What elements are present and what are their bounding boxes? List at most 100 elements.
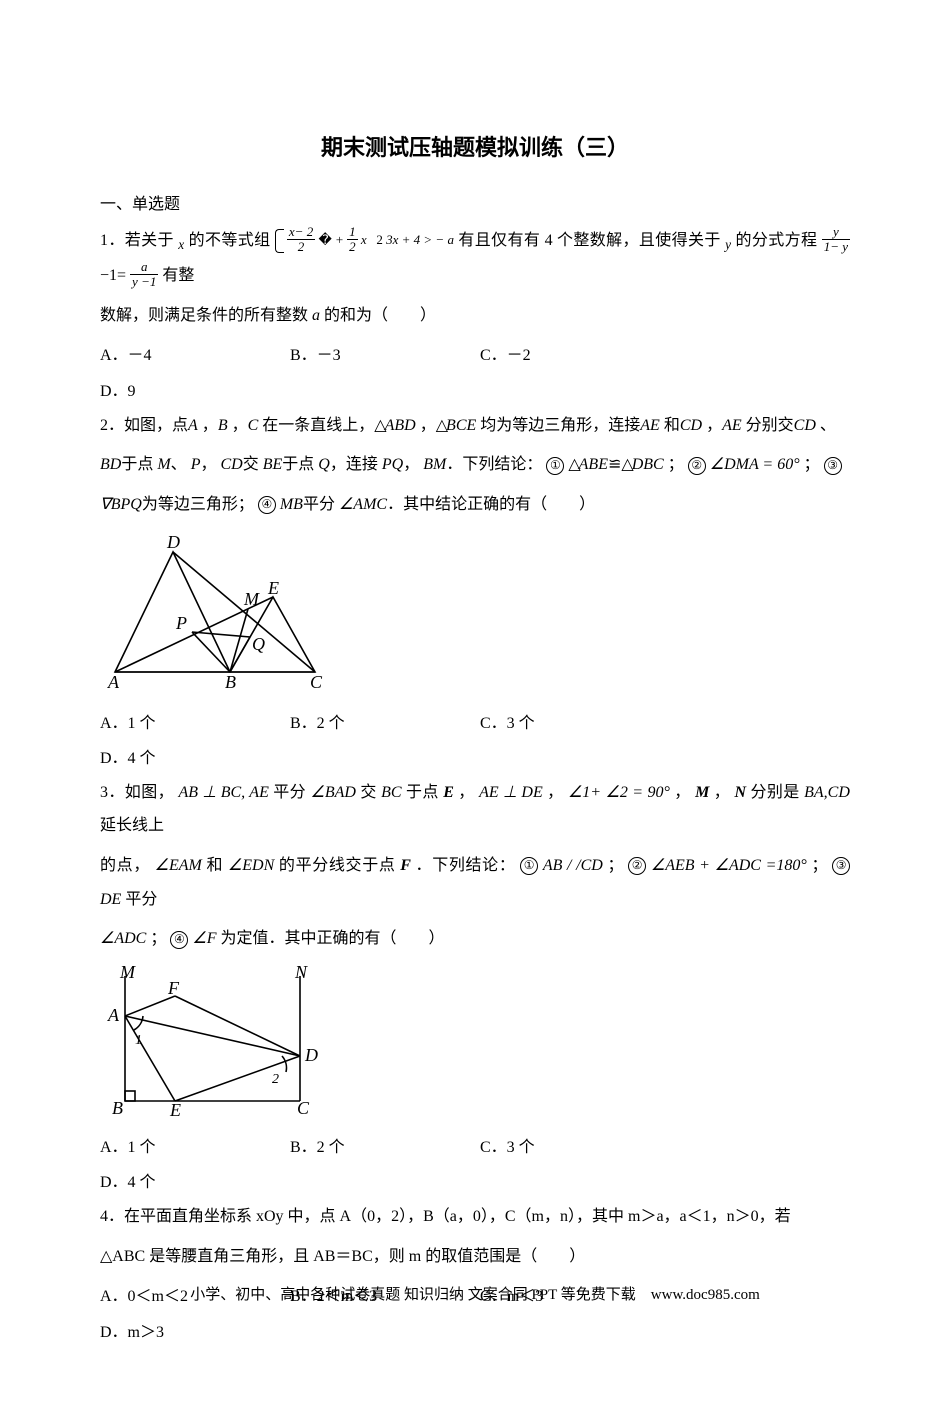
- t: 平分: [273, 784, 306, 801]
- t: 的点，: [100, 857, 150, 874]
- circled-3: ③: [824, 457, 842, 475]
- t: F: [400, 857, 411, 874]
- t: ∠ADC: [100, 930, 146, 947]
- t: 2．如图，点: [100, 417, 188, 434]
- circled-1: ①: [546, 457, 564, 475]
- q3-options: A．1 个 B．2 个 C．3 个 D．4 个: [100, 1130, 850, 1200]
- circled-2: ②: [688, 457, 706, 475]
- q1-var-x: x: [178, 237, 184, 252]
- frac-num: a: [130, 260, 158, 275]
- t: ∇BPQ: [100, 496, 142, 513]
- svg-text:1: 1: [135, 1033, 142, 1048]
- q1-opt-c: C．－2: [480, 338, 670, 373]
- t: CD: [680, 417, 702, 434]
- svg-text:A: A: [107, 672, 120, 692]
- t: ；: [812, 857, 828, 874]
- t: AE: [640, 417, 660, 434]
- t: BCE: [446, 417, 476, 434]
- q4-opt-d: D．m＞3: [100, 1315, 290, 1350]
- t: ．下列结论：: [446, 456, 542, 473]
- sys-x: x: [361, 232, 367, 247]
- frac-num: y: [822, 225, 850, 240]
- t: BC: [381, 784, 401, 801]
- q3-opt-a: A．1 个: [100, 1130, 290, 1165]
- q2-opt-a: A．1 个: [100, 706, 290, 741]
- question-1: 1．若关于 x 的不等式组 x− 22 � + 12 x 2 3x + 4 > …: [100, 224, 850, 293]
- t: E: [443, 784, 454, 801]
- q1-line2b: 的和为（ ）: [324, 307, 436, 324]
- q2-opt-b: B．2 个: [290, 706, 480, 741]
- circled-4: ④: [170, 931, 188, 949]
- frac-den: 2: [347, 240, 358, 254]
- t: AE ⊥ DE: [479, 784, 543, 801]
- t: AB / /CD: [543, 857, 603, 874]
- q1-opt-b: B．－3: [290, 338, 480, 373]
- svg-text:M: M: [119, 966, 136, 982]
- t: AB ⊥ BC, AE: [178, 784, 268, 801]
- t: ∠AMC: [339, 496, 387, 513]
- t: 、: [171, 456, 187, 473]
- t: ；: [150, 930, 166, 947]
- t: ∠DMA = 60°: [710, 456, 800, 473]
- circled-1: ①: [520, 857, 538, 875]
- t: ，: [420, 417, 436, 434]
- q1-options: A．－4 B．－3 C．－2 D．9: [100, 338, 850, 408]
- sys-tail: 2: [376, 232, 383, 247]
- t: ≌: [608, 456, 621, 473]
- t: DBC: [632, 456, 664, 473]
- t: B: [218, 417, 228, 434]
- t: ABD: [385, 417, 416, 434]
- t: C: [248, 417, 259, 434]
- q1-var-a: a: [312, 307, 320, 324]
- t: 为定值．其中正确的有（ ）: [220, 930, 444, 947]
- t: 平分: [303, 496, 335, 513]
- t: ∠AEB + ∠ADC =180°: [651, 857, 807, 874]
- t: A: [188, 417, 198, 434]
- t: P: [191, 456, 201, 473]
- t: AE: [722, 417, 742, 434]
- t: N: [735, 784, 747, 801]
- t: 、: [820, 417, 836, 434]
- svg-text:N: N: [294, 966, 308, 982]
- svg-text:Q: Q: [252, 634, 265, 654]
- frac-den: 1− y: [822, 240, 850, 254]
- t: 交: [360, 784, 376, 801]
- sys-row2: 3x + 4 > − a: [386, 232, 454, 247]
- svg-text:P: P: [175, 613, 187, 633]
- t: DE: [100, 891, 121, 908]
- q1-minus1: −1=: [100, 267, 126, 284]
- t: 和: [664, 417, 680, 434]
- q1-opt-d: D．9: [100, 374, 290, 409]
- t: ∠F: [192, 930, 216, 947]
- t: BD: [100, 456, 121, 473]
- t: BA,CD: [804, 784, 850, 801]
- svg-text:B: B: [112, 1098, 123, 1116]
- t: ，: [403, 456, 419, 473]
- q1-text: 的不等式组: [189, 232, 271, 249]
- t: PQ: [382, 456, 403, 473]
- t: ∠EAM: [155, 857, 202, 874]
- t: ，: [200, 456, 216, 473]
- t: ，连接: [330, 456, 378, 473]
- t: ABE: [579, 456, 608, 473]
- t: ，: [232, 417, 248, 434]
- t: 延长线上: [100, 817, 164, 834]
- question-1-line2: 数解，则满足条件的所有整数 a 的和为（ ）: [100, 299, 850, 333]
- q3-opt-d: D．4 个: [100, 1165, 290, 1200]
- doc-title: 期末测试压轴题模拟训练（三）: [100, 130, 850, 162]
- svg-text:D: D: [166, 532, 180, 552]
- frac-den: y −1: [130, 275, 158, 289]
- t: ，: [458, 784, 474, 801]
- page: 期末测试压轴题模拟训练（三） 一、单选题 1．若关于 x 的不等式组 x− 22…: [0, 0, 950, 1410]
- t: BE: [263, 456, 283, 473]
- svg-text:C: C: [310, 672, 323, 692]
- svg-text:B: B: [225, 672, 236, 692]
- circled-2: ②: [628, 857, 646, 875]
- q2-opt-c: C．3 个: [480, 706, 670, 741]
- q1-text: 有整: [162, 267, 194, 284]
- section-heading: 一、单选题: [100, 190, 850, 214]
- t: MB: [280, 496, 303, 513]
- question-2-line3: ∇BPQ为等边三角形； ④ MB平分 ∠AMC．其中结论正确的有（ ）: [100, 488, 850, 522]
- t: ，: [706, 417, 722, 434]
- q1-text: 有且仅有有 4 个整数解，且使得关于: [458, 232, 720, 249]
